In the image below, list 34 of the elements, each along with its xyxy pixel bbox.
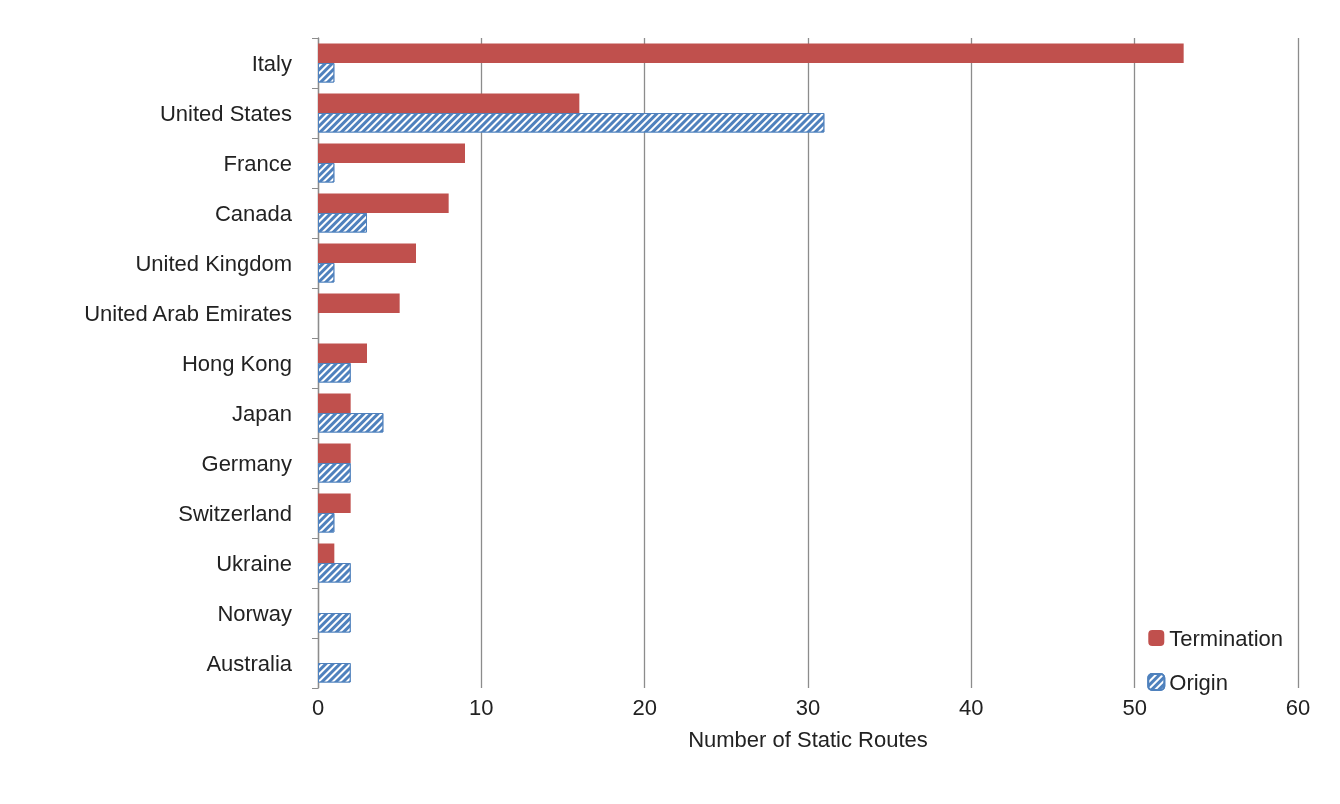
bar	[318, 393, 351, 413]
x-tick-label: 20	[632, 694, 657, 720]
bar	[318, 193, 449, 213]
bar	[318, 43, 1184, 63]
y-tick-label: Ukraine	[216, 550, 292, 576]
y-tick-label: Canada	[214, 200, 293, 226]
legend-label: Termination	[1169, 625, 1283, 651]
y-tick-label: Australia	[206, 650, 293, 676]
x-tick-label: 0	[311, 694, 325, 720]
x-axis-title: Number of Static Routes	[688, 726, 928, 752]
bar	[318, 93, 580, 113]
x-tick-label: 40	[959, 694, 984, 720]
y-tick-label: France	[223, 150, 292, 176]
y-tick-label: Japan	[232, 400, 292, 426]
y-tick-label: Italy	[251, 50, 292, 76]
bar	[318, 543, 335, 563]
x-tick-label: 30	[795, 694, 821, 720]
y-tick-label: United Kingdom	[135, 250, 292, 276]
legend-label: Origin	[1169, 669, 1228, 695]
x-tick-label: 10	[469, 694, 494, 720]
y-tick-label: Norway	[217, 600, 292, 626]
bar	[318, 343, 367, 363]
x-tick-label: 60	[1285, 694, 1311, 720]
bar	[318, 493, 351, 513]
bar	[318, 293, 400, 313]
y-tick-label: Switzerland	[178, 500, 292, 526]
y-tick-label: Germany	[201, 450, 292, 476]
y-tick-label: United Arab Emirates	[84, 300, 292, 326]
bar	[318, 443, 351, 463]
y-tick-label: United States	[159, 100, 292, 126]
bar	[318, 143, 465, 163]
y-tick-label: Hong Kong	[181, 350, 292, 376]
x-tick-label: 50	[1122, 694, 1147, 720]
bar	[318, 243, 416, 263]
